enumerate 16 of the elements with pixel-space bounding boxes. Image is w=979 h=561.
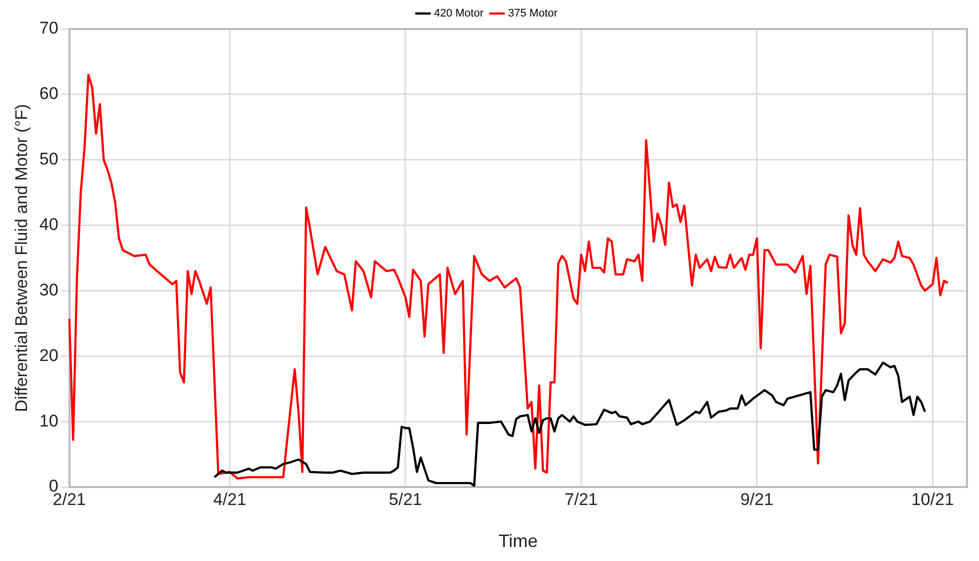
x-tick-label: 4/21 — [213, 490, 246, 509]
y-tick-label: 30 — [39, 280, 58, 300]
y-tick-label: 20 — [39, 346, 58, 365]
y-tick-label: 60 — [39, 84, 58, 104]
y-tick-label: 50 — [39, 150, 58, 169]
y-tick-label: 10 — [39, 411, 58, 430]
legend-label: 420 Motor — [434, 8, 484, 20]
y-axis-title: Differential Between Fluid and Motor (°F) — [12, 104, 31, 412]
x-axis-title: Time — [498, 531, 538, 552]
y-tick-label: 70 — [39, 18, 58, 38]
x-tick-label: 7/21 — [564, 490, 598, 509]
y-tick-label: 40 — [39, 214, 58, 234]
legend-label: 375 Motor — [508, 8, 558, 20]
x-tick-label: 10/21 — [911, 490, 954, 509]
x-tick-label: 5/21 — [388, 490, 422, 509]
x-tick-label: 9/21 — [740, 490, 774, 509]
